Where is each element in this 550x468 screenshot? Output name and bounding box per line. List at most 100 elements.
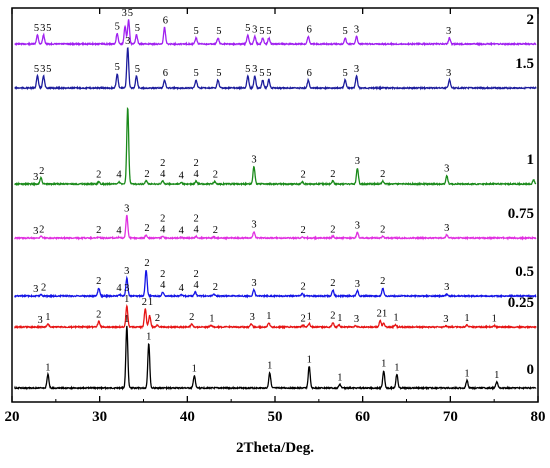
peak-label: 2 — [330, 278, 335, 289]
peak-label: 4 — [160, 169, 166, 180]
peak-label: 2 — [144, 258, 149, 269]
x-tick-label: 80 — [531, 409, 546, 425]
peak-label: 2 — [380, 276, 385, 287]
peak-label: 1 — [393, 313, 398, 324]
peak-label: 3 — [252, 25, 257, 36]
peak-label: 3 — [40, 23, 45, 34]
peak-label: 1 — [307, 312, 312, 323]
peak-label: 5 — [259, 26, 264, 37]
series-line — [14, 106, 537, 187]
peak-label: 2 — [330, 224, 335, 235]
peak-label: 1 — [266, 311, 271, 322]
peak-label: 3 — [446, 26, 451, 37]
peak-label: 3 — [444, 282, 449, 293]
peak-label: 3 — [251, 220, 256, 231]
series-1.5: 5 3 5 535 6 5 5 5 3 5 5 6 5 3 31.5 — [14, 36, 537, 91]
peak-label: 3 — [251, 278, 256, 289]
peak-label: 6 — [163, 68, 168, 79]
series-0.25: 3 1 231 2 12 2 1 3 1 2 1 2 1 3 2 1 1 3 1 10.25 — [14, 283, 537, 330]
peak-label: 2 — [300, 170, 305, 181]
peak-label: 5 — [46, 23, 51, 34]
peak-label: 2 — [96, 225, 101, 236]
x-tick-label: 20 — [5, 409, 20, 425]
peak-label: 2 — [160, 158, 165, 169]
peak-label: 3 — [354, 314, 359, 325]
peak-label: 3 — [122, 8, 127, 19]
x-tick-label: 40 — [180, 409, 195, 425]
peak-label: 4 — [160, 224, 166, 235]
peak-label: 1 — [146, 331, 151, 342]
peak-label: 3 — [124, 266, 129, 277]
peak-label: 1 — [337, 313, 342, 324]
peak-label: 2 — [300, 225, 305, 236]
peak-label: 4 — [193, 280, 199, 291]
series-label: 2 — [527, 12, 535, 28]
peak-label: 1 — [209, 314, 214, 325]
peak-label: 2 — [330, 169, 335, 180]
peak-label: 1 — [124, 314, 129, 325]
peak-label: 6 — [163, 16, 168, 27]
peak-label: 5 — [34, 23, 39, 34]
series-label: 0.75 — [508, 206, 534, 222]
series-label: 1.5 — [515, 56, 534, 72]
peak-label: 4 — [193, 169, 199, 180]
peak-label: 5 — [245, 64, 250, 75]
peak-label: 3 — [37, 315, 42, 326]
peak-label: 6 — [307, 68, 312, 79]
peak-label: 3 — [33, 226, 38, 237]
peak-label: 1 — [192, 364, 197, 375]
peak-label: 5 — [128, 8, 133, 19]
peak-label: 2 — [377, 309, 382, 320]
series-line — [14, 325, 537, 391]
peak-label: 1 — [492, 314, 497, 325]
peak-label: 2 — [380, 169, 385, 180]
peak-label: 2 — [193, 213, 198, 224]
peak-label: 3 — [355, 156, 360, 167]
series-label: 0.5 — [515, 264, 534, 280]
series-1: 32 2 4 224 424 232 232 31 — [14, 106, 537, 187]
peak-label: 5 — [135, 64, 140, 75]
peak-label: 3 — [125, 36, 130, 47]
x-axis: 20 30 40 50 60 70 80 — [5, 8, 546, 425]
peak-label: 1 — [267, 361, 272, 372]
peak-label: 3 — [355, 220, 360, 231]
series-line — [14, 47, 537, 91]
peak-label: 2 — [96, 276, 101, 287]
peak-label: 2 — [213, 225, 218, 236]
peak-label: 1 — [494, 370, 499, 381]
peak-label: 2 — [193, 269, 198, 280]
peak-label: 3 — [444, 223, 449, 234]
peak-label: 2 — [39, 166, 44, 177]
series-line — [14, 214, 537, 241]
peak-label: 1 — [394, 362, 399, 373]
peak-label: 4 — [116, 170, 122, 181]
peak-label: 2 — [213, 170, 218, 181]
peak-label: 3 — [354, 25, 359, 36]
peak-label: 4 — [116, 283, 122, 294]
peak-label: 5 — [115, 62, 120, 73]
x-tick-label: 50 — [268, 409, 283, 425]
peak-label: 5 — [216, 68, 221, 79]
peak-label: 5 — [266, 68, 271, 79]
peak-label: 2 — [39, 224, 44, 235]
peak-label: 2 — [330, 310, 335, 321]
peak-label: 3 — [252, 64, 257, 75]
peak-label: 4 — [116, 225, 122, 236]
peak-label: 3 — [443, 314, 448, 325]
peak-label: 2 — [142, 297, 147, 308]
peak-label: 4 — [193, 224, 199, 235]
peak-label: 5 — [46, 64, 51, 75]
peak-label: 3 — [250, 312, 255, 323]
peak-label: 3 — [354, 64, 359, 75]
peak-label: 3 — [446, 68, 451, 79]
plot-frame — [11, 7, 539, 403]
peak-label: 3 — [124, 283, 129, 294]
peak-label: 3 — [444, 164, 449, 175]
peak-label: 5 — [266, 26, 271, 37]
peak-label: 2 — [96, 309, 101, 320]
